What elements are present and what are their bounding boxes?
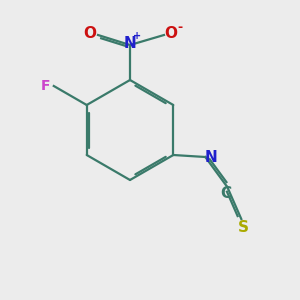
- Text: S: S: [238, 220, 249, 235]
- Text: C: C: [221, 187, 232, 202]
- Text: O: O: [83, 26, 97, 41]
- Text: N: N: [124, 35, 136, 50]
- Text: N: N: [205, 149, 218, 164]
- Text: -: -: [177, 20, 183, 34]
- Text: +: +: [133, 31, 141, 41]
- Text: O: O: [164, 26, 178, 41]
- Text: F: F: [41, 79, 50, 93]
